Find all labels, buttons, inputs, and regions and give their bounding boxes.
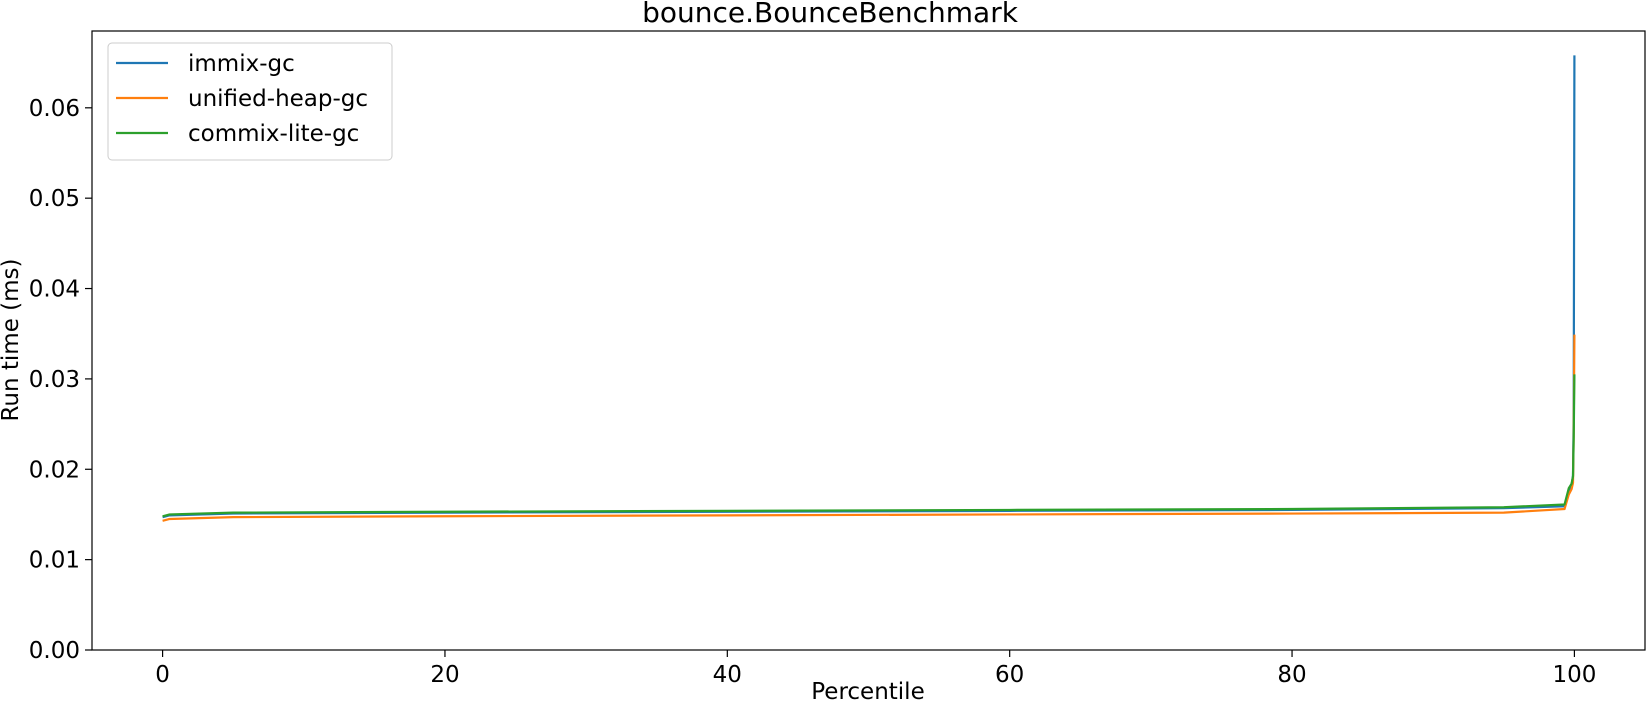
legend-label-unified-heap-gc: unified-heap-gc	[188, 86, 368, 112]
y-tick-label: 0.03	[29, 367, 80, 393]
legend-label-commix-lite-gc: commix-lite-gc	[188, 121, 359, 147]
y-tick-label: 0.05	[29, 186, 80, 212]
series-line-unified-heap-gc	[162, 334, 1576, 522]
chart-title: bounce.BounceBenchmark	[642, 0, 1019, 29]
x-tick-label: 80	[1277, 662, 1306, 688]
x-tick-label: 20	[430, 662, 459, 688]
x-tick-label: 60	[995, 662, 1024, 688]
y-tick-label: 0.01	[29, 548, 80, 574]
series-line-commix-lite-gc	[162, 374, 1576, 518]
x-tick-label: 100	[1552, 662, 1596, 688]
legend-items: immix-gc unified-heap-gc commix-lite-gc	[116, 51, 368, 147]
y-tick-label: 0.06	[29, 96, 80, 122]
legend: immix-gc unified-heap-gc commix-lite-gc	[107, 42, 393, 161]
legend-label-immix-gc: immix-gc	[188, 51, 295, 77]
legend-box	[107, 42, 393, 161]
x-tick-label: 0	[155, 662, 170, 688]
x-tick-label: 40	[713, 662, 742, 688]
y-tick-label: 0.04	[29, 277, 80, 303]
y-tick-label: 0.02	[29, 457, 80, 483]
y-axis-ticks: 0.00 0.01 0.02 0.03 0.04 0.05 0.06	[29, 96, 92, 664]
x-axis-label: Percentile	[811, 679, 924, 705]
plot-frame	[91, 30, 1646, 651]
series-layer	[162, 55, 1576, 522]
x-axis-ticks: 0 20 40 60 80 100	[155, 650, 1596, 688]
y-axis-label: Run time (ms)	[0, 258, 24, 421]
y-tick-label: 0.00	[29, 638, 80, 664]
